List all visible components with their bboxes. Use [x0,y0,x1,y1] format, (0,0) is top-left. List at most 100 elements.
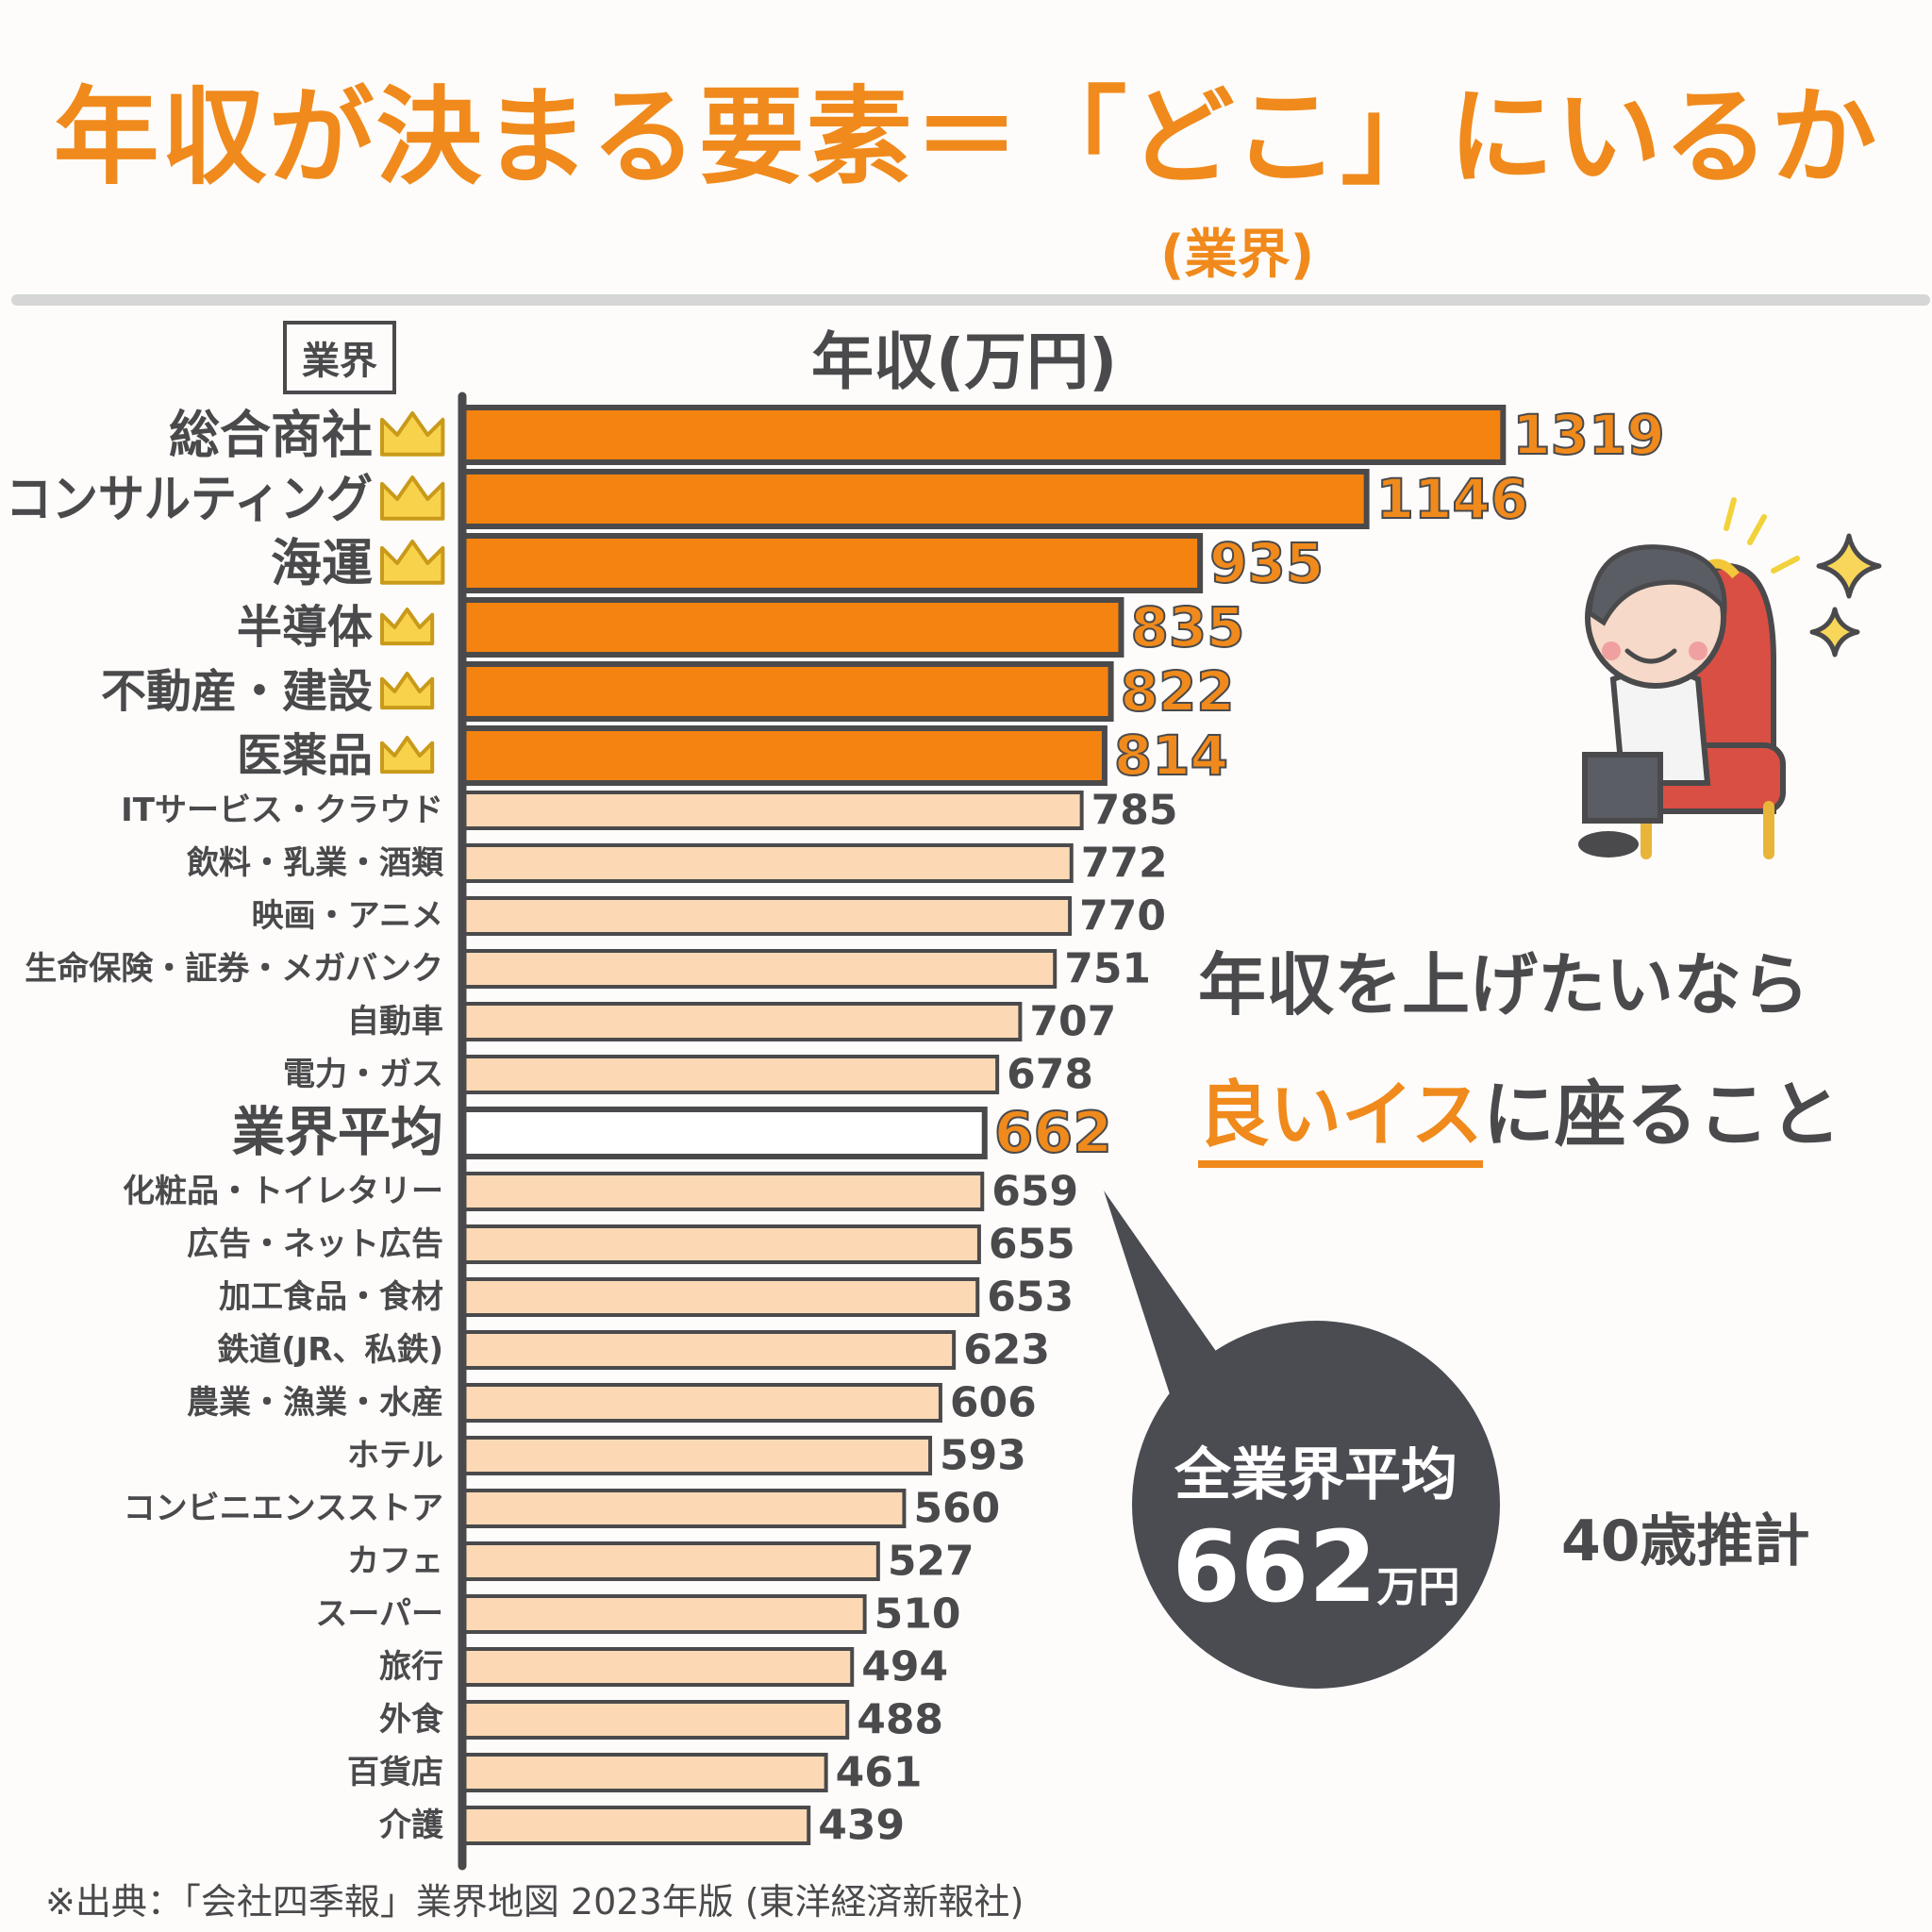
category-label: 加工食品・食材 [219,1278,443,1316]
bar [460,1541,880,1581]
category-label: 鉄道(JR、私鉄) [217,1331,443,1369]
value-label: 662 [994,1100,1112,1166]
person-cheek [1602,641,1621,660]
bar [459,1107,988,1159]
category-label: ホテル [347,1437,443,1474]
crown-icon [380,540,445,585]
source-note: ※出典：「会社四季報」業界地図 2023年版 (東洋経済新報社) [45,1881,1024,1923]
bar [460,896,1073,936]
bar [459,661,1114,722]
value-label: 623 [963,1326,1050,1374]
category-label: 電力・ガス [283,1056,443,1093]
person-smile [1624,648,1677,664]
bar [460,1806,811,1845]
cta-highlight: 良いイス [1198,1073,1483,1168]
title-note: (業界) [1160,225,1315,286]
page-title: 年収が決まる要素＝「どこ」にいるか [53,76,1879,199]
bubble-shape [1132,1321,1500,1689]
industry-column-header: 業界 [283,321,396,394]
value-label: 653 [987,1274,1074,1322]
category-label: ITサービス・クラウド [121,791,443,829]
category-label: スーパー [315,1595,443,1633]
bubble-unit: 万円 [1376,1563,1460,1611]
value-label: 1319 [1512,403,1664,467]
cta-line-1: 年収を上げたいなら [1198,945,1810,1024]
value-label: 814 [1114,724,1228,788]
category-label: 映画・アニメ [252,897,443,935]
sparkle-icon [1809,607,1860,658]
person-legs [1582,752,1663,824]
bar [460,1172,985,1211]
category-label: 半導体 [237,601,373,654]
value-label: 1146 [1376,467,1528,531]
category-label: 業界平均 [232,1103,443,1164]
value-label: 822 [1121,659,1235,724]
bar [459,405,1507,465]
value-label: 655 [989,1221,1075,1269]
bar [460,1489,907,1528]
bar [460,949,1058,989]
category-label: 海運 [271,534,373,593]
bubble-value: 662万円 [1137,1509,1495,1624]
bar [460,1277,980,1317]
crown-icon [380,475,445,521]
value-label: 527 [888,1538,974,1586]
value-label: 785 [1091,787,1178,835]
category-label: コンサルティング [6,470,373,529]
cta-line-2: 良いイスに座ること [1198,1057,1841,1168]
category-label: 医薬品 [237,729,373,782]
crown-icon [380,736,435,774]
bar [460,1055,1000,1094]
bar [460,791,1084,830]
value-label: 751 [1064,945,1151,993]
bubble-number: 662 [1172,1509,1377,1624]
crown-icon [380,672,435,710]
category-label: 外食 [379,1701,444,1739]
cta-rest: に座ること [1482,1073,1841,1157]
value-label: 935 [1209,531,1324,595]
bar [459,533,1204,593]
value-label: 678 [1007,1051,1093,1099]
crown-icon [380,608,435,646]
value-label: 707 [1029,998,1116,1046]
person-hair [1587,544,1727,626]
divider [11,294,1930,306]
bar [460,1436,933,1475]
bar [460,1224,981,1264]
category-label: コンビニエンスストア [124,1490,443,1527]
value-label: 510 [874,1591,961,1639]
category-label: 農業・漁業・水産 [187,1384,443,1422]
value-label: 606 [950,1379,1037,1427]
value-label: 488 [857,1696,943,1744]
bar [460,1002,1023,1041]
bar [460,1753,828,1792]
bar [460,1383,942,1423]
person-shoe [1578,831,1639,858]
value-label: 659 [991,1168,1078,1216]
bar [460,1594,867,1634]
shine-lines [1724,497,1800,574]
person-cheek [1689,641,1707,660]
category-label: 自動車 [347,1003,443,1041]
category-label: 総合商社 [169,406,373,465]
value-label: 835 [1130,595,1244,659]
bubble-label: 全業界平均 [1174,1442,1457,1508]
bar [460,1647,855,1687]
value-label: 770 [1079,892,1166,941]
category-label: 介護 [379,1807,444,1844]
value-label: 439 [818,1802,905,1850]
bar [459,725,1108,786]
category-label: 生命保険・証券・メガバンク [25,950,443,988]
category-label: 不動産・建設 [101,665,373,718]
category-label: 化粧品・トイレタリー [123,1173,443,1210]
bar [459,597,1124,658]
crown-icon [380,411,445,457]
category-label: カフェ [347,1542,443,1580]
bar [460,1700,850,1740]
category-label: 広告・ネット広告 [187,1225,443,1263]
value-label: 560 [913,1485,1000,1533]
estimate-note: 40歳推計 [1561,1508,1810,1574]
value-label: 494 [861,1643,948,1691]
category-label: 百貨店 [347,1754,443,1791]
